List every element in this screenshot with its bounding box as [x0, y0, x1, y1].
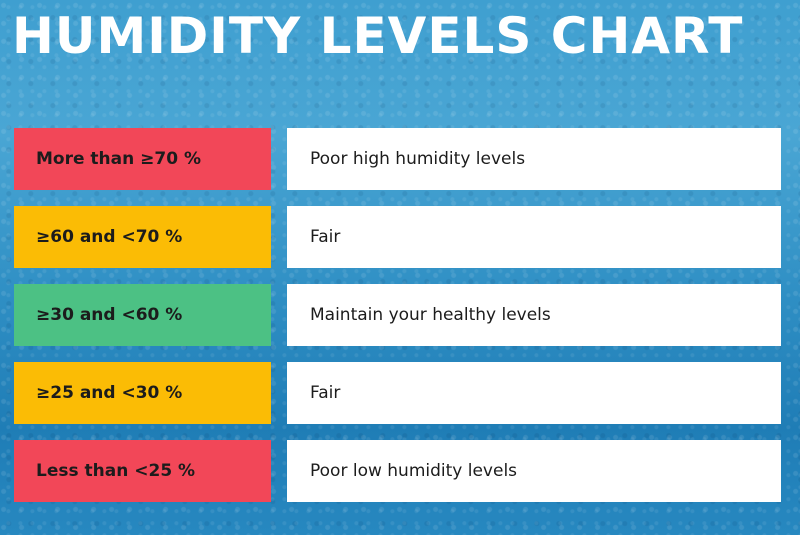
range-label: ≥30 and <60 %: [14, 284, 271, 346]
range-label: Less than <25 %: [14, 440, 271, 502]
humidity-row-healthy: ≥30 and <60 % Maintain your healthy leve…: [14, 284, 781, 346]
humidity-row-low: ≥25 and <30 % Fair: [14, 362, 781, 424]
range-label: ≥25 and <30 %: [14, 362, 271, 424]
range-label: More than ≥70 %: [14, 128, 271, 190]
humidity-row-high: ≥60 and <70 % Fair: [14, 206, 781, 268]
description-label: Maintain your healthy levels: [287, 284, 781, 346]
humidity-row-very-low: Less than <25 % Poor low humidity levels: [14, 440, 781, 502]
description-label: Poor low humidity levels: [287, 440, 781, 502]
page-title: HUMIDITY LEVELS CHART: [12, 7, 744, 65]
humidity-row-very-high: More than ≥70 % Poor high humidity level…: [14, 128, 781, 190]
range-label: ≥60 and <70 %: [14, 206, 271, 268]
description-label: Poor high humidity levels: [287, 128, 781, 190]
description-label: Fair: [287, 362, 781, 424]
description-label: Fair: [287, 206, 781, 268]
